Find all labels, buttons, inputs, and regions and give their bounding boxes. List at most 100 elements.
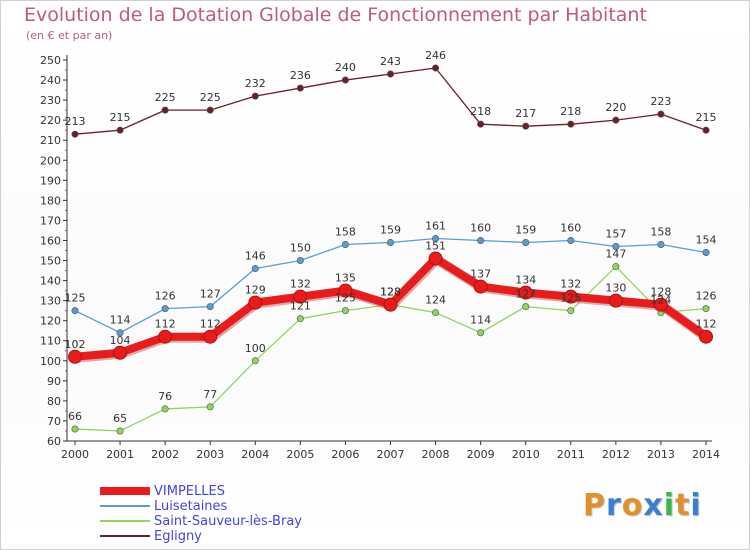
data-point bbox=[432, 309, 440, 317]
data-label: 125 bbox=[335, 292, 356, 305]
legend: VIMPELLES Luisetaines Saint-Sauveur-lès-… bbox=[100, 484, 400, 544]
logo-letter: P bbox=[583, 488, 606, 523]
y-tick-label: 110 bbox=[40, 335, 61, 348]
data-point bbox=[699, 329, 713, 344]
x-tick-label: 2014 bbox=[692, 448, 720, 461]
data-point bbox=[428, 251, 443, 266]
data-point bbox=[293, 289, 308, 304]
data-label: 154 bbox=[696, 234, 717, 247]
data-label: 128 bbox=[380, 286, 401, 299]
logo-letter: i bbox=[690, 488, 702, 523]
proxiti-logo: Proxiti bbox=[583, 488, 702, 523]
data-label: 160 bbox=[560, 221, 581, 234]
legend-item-luisetaines[interactable]: Luisetaines bbox=[100, 499, 400, 514]
data-label: 225 bbox=[200, 91, 221, 104]
data-label: 218 bbox=[560, 105, 581, 118]
data-point bbox=[203, 329, 218, 344]
data-point bbox=[71, 130, 79, 138]
data-point bbox=[386, 70, 394, 78]
data-label: 112 bbox=[696, 318, 717, 331]
x-tick-label: 2008 bbox=[422, 448, 450, 461]
data-point bbox=[563, 289, 578, 304]
data-point bbox=[657, 240, 665, 248]
data-point bbox=[113, 345, 128, 360]
data-point bbox=[386, 238, 394, 246]
y-tick-label: 150 bbox=[40, 255, 61, 268]
data-point bbox=[248, 295, 263, 310]
legend-label-luisetaines: Luisetaines bbox=[154, 499, 228, 514]
data-label: 232 bbox=[245, 77, 266, 90]
y-tick-label: 240 bbox=[40, 74, 61, 87]
data-point bbox=[702, 305, 710, 313]
data-point bbox=[477, 236, 485, 244]
data-point bbox=[608, 293, 623, 308]
x-tick-label: 2009 bbox=[467, 448, 495, 461]
chart-title: Evolution de la Dotation Globale de Fonc… bbox=[24, 4, 647, 26]
data-point bbox=[518, 285, 533, 300]
data-point bbox=[612, 242, 620, 250]
data-point bbox=[251, 92, 259, 100]
data-point bbox=[161, 405, 169, 413]
data-label: 160 bbox=[470, 221, 491, 234]
data-point bbox=[341, 307, 349, 315]
y-tick-label: 190 bbox=[40, 174, 61, 187]
logo-letter: t bbox=[675, 488, 691, 523]
legend-swatch-saint-sauveur bbox=[100, 520, 150, 522]
data-point bbox=[522, 122, 530, 130]
legend-label-saint-sauveur: Saint-Sauveur-lès-Bray bbox=[154, 514, 302, 529]
data-label: 128 bbox=[650, 286, 671, 299]
legend-swatch-egligny bbox=[100, 535, 150, 537]
logo-letter: x bbox=[643, 488, 664, 523]
data-label: 218 bbox=[470, 105, 491, 118]
x-tick-label: 2003 bbox=[196, 448, 224, 461]
data-point bbox=[251, 265, 259, 273]
data-label: 127 bbox=[200, 288, 221, 301]
data-label: 66 bbox=[68, 410, 82, 423]
data-point bbox=[116, 427, 124, 435]
data-point bbox=[432, 234, 440, 242]
data-label: 159 bbox=[380, 223, 401, 236]
chart-subtitle: (en € et par an) bbox=[26, 29, 113, 42]
logo-letter: r bbox=[606, 488, 622, 523]
data-point bbox=[567, 236, 575, 244]
y-tick-label: 170 bbox=[40, 214, 61, 227]
data-point bbox=[477, 329, 485, 337]
data-label: 102 bbox=[65, 338, 86, 351]
data-label: 157 bbox=[605, 227, 626, 240]
data-label: 132 bbox=[560, 278, 581, 291]
x-tick-label: 2007 bbox=[377, 448, 405, 461]
legend-item-vimpelles[interactable]: VIMPELLES bbox=[100, 484, 400, 499]
y-tick-label: 200 bbox=[40, 154, 61, 167]
data-point bbox=[206, 403, 214, 411]
data-label: 125 bbox=[560, 292, 581, 305]
x-tick-label: 2013 bbox=[647, 448, 675, 461]
data-label: 112 bbox=[200, 318, 221, 331]
data-point bbox=[206, 303, 214, 311]
data-label: 130 bbox=[605, 282, 626, 295]
y-tick-label: 70 bbox=[47, 415, 61, 428]
data-label: 240 bbox=[335, 61, 356, 74]
legend-swatch-vimpelles bbox=[100, 487, 150, 495]
data-point bbox=[567, 307, 575, 315]
y-tick-label: 100 bbox=[40, 355, 61, 368]
data-point bbox=[296, 84, 304, 92]
data-label: 215 bbox=[110, 111, 131, 124]
data-point bbox=[338, 283, 353, 298]
x-tick-label: 2000 bbox=[61, 448, 89, 461]
data-label: 104 bbox=[110, 334, 131, 347]
data-point bbox=[161, 305, 169, 313]
y-tick-label: 160 bbox=[40, 234, 61, 247]
y-tick-label: 220 bbox=[40, 114, 61, 127]
legend-item-saint-sauveur[interactable]: Saint-Sauveur-lès-Bray bbox=[100, 514, 400, 529]
data-label: 243 bbox=[380, 55, 401, 68]
x-tick-label: 2002 bbox=[151, 448, 179, 461]
legend-item-egligny[interactable]: Egligny bbox=[100, 529, 400, 544]
data-label: 137 bbox=[470, 268, 491, 281]
data-point bbox=[116, 126, 124, 134]
data-point bbox=[653, 297, 668, 312]
data-label: 158 bbox=[650, 225, 671, 238]
data-label: 126 bbox=[696, 290, 717, 303]
y-tick-label: 80 bbox=[47, 395, 61, 408]
y-tick-label: 230 bbox=[40, 94, 61, 107]
data-label: 246 bbox=[425, 49, 446, 62]
